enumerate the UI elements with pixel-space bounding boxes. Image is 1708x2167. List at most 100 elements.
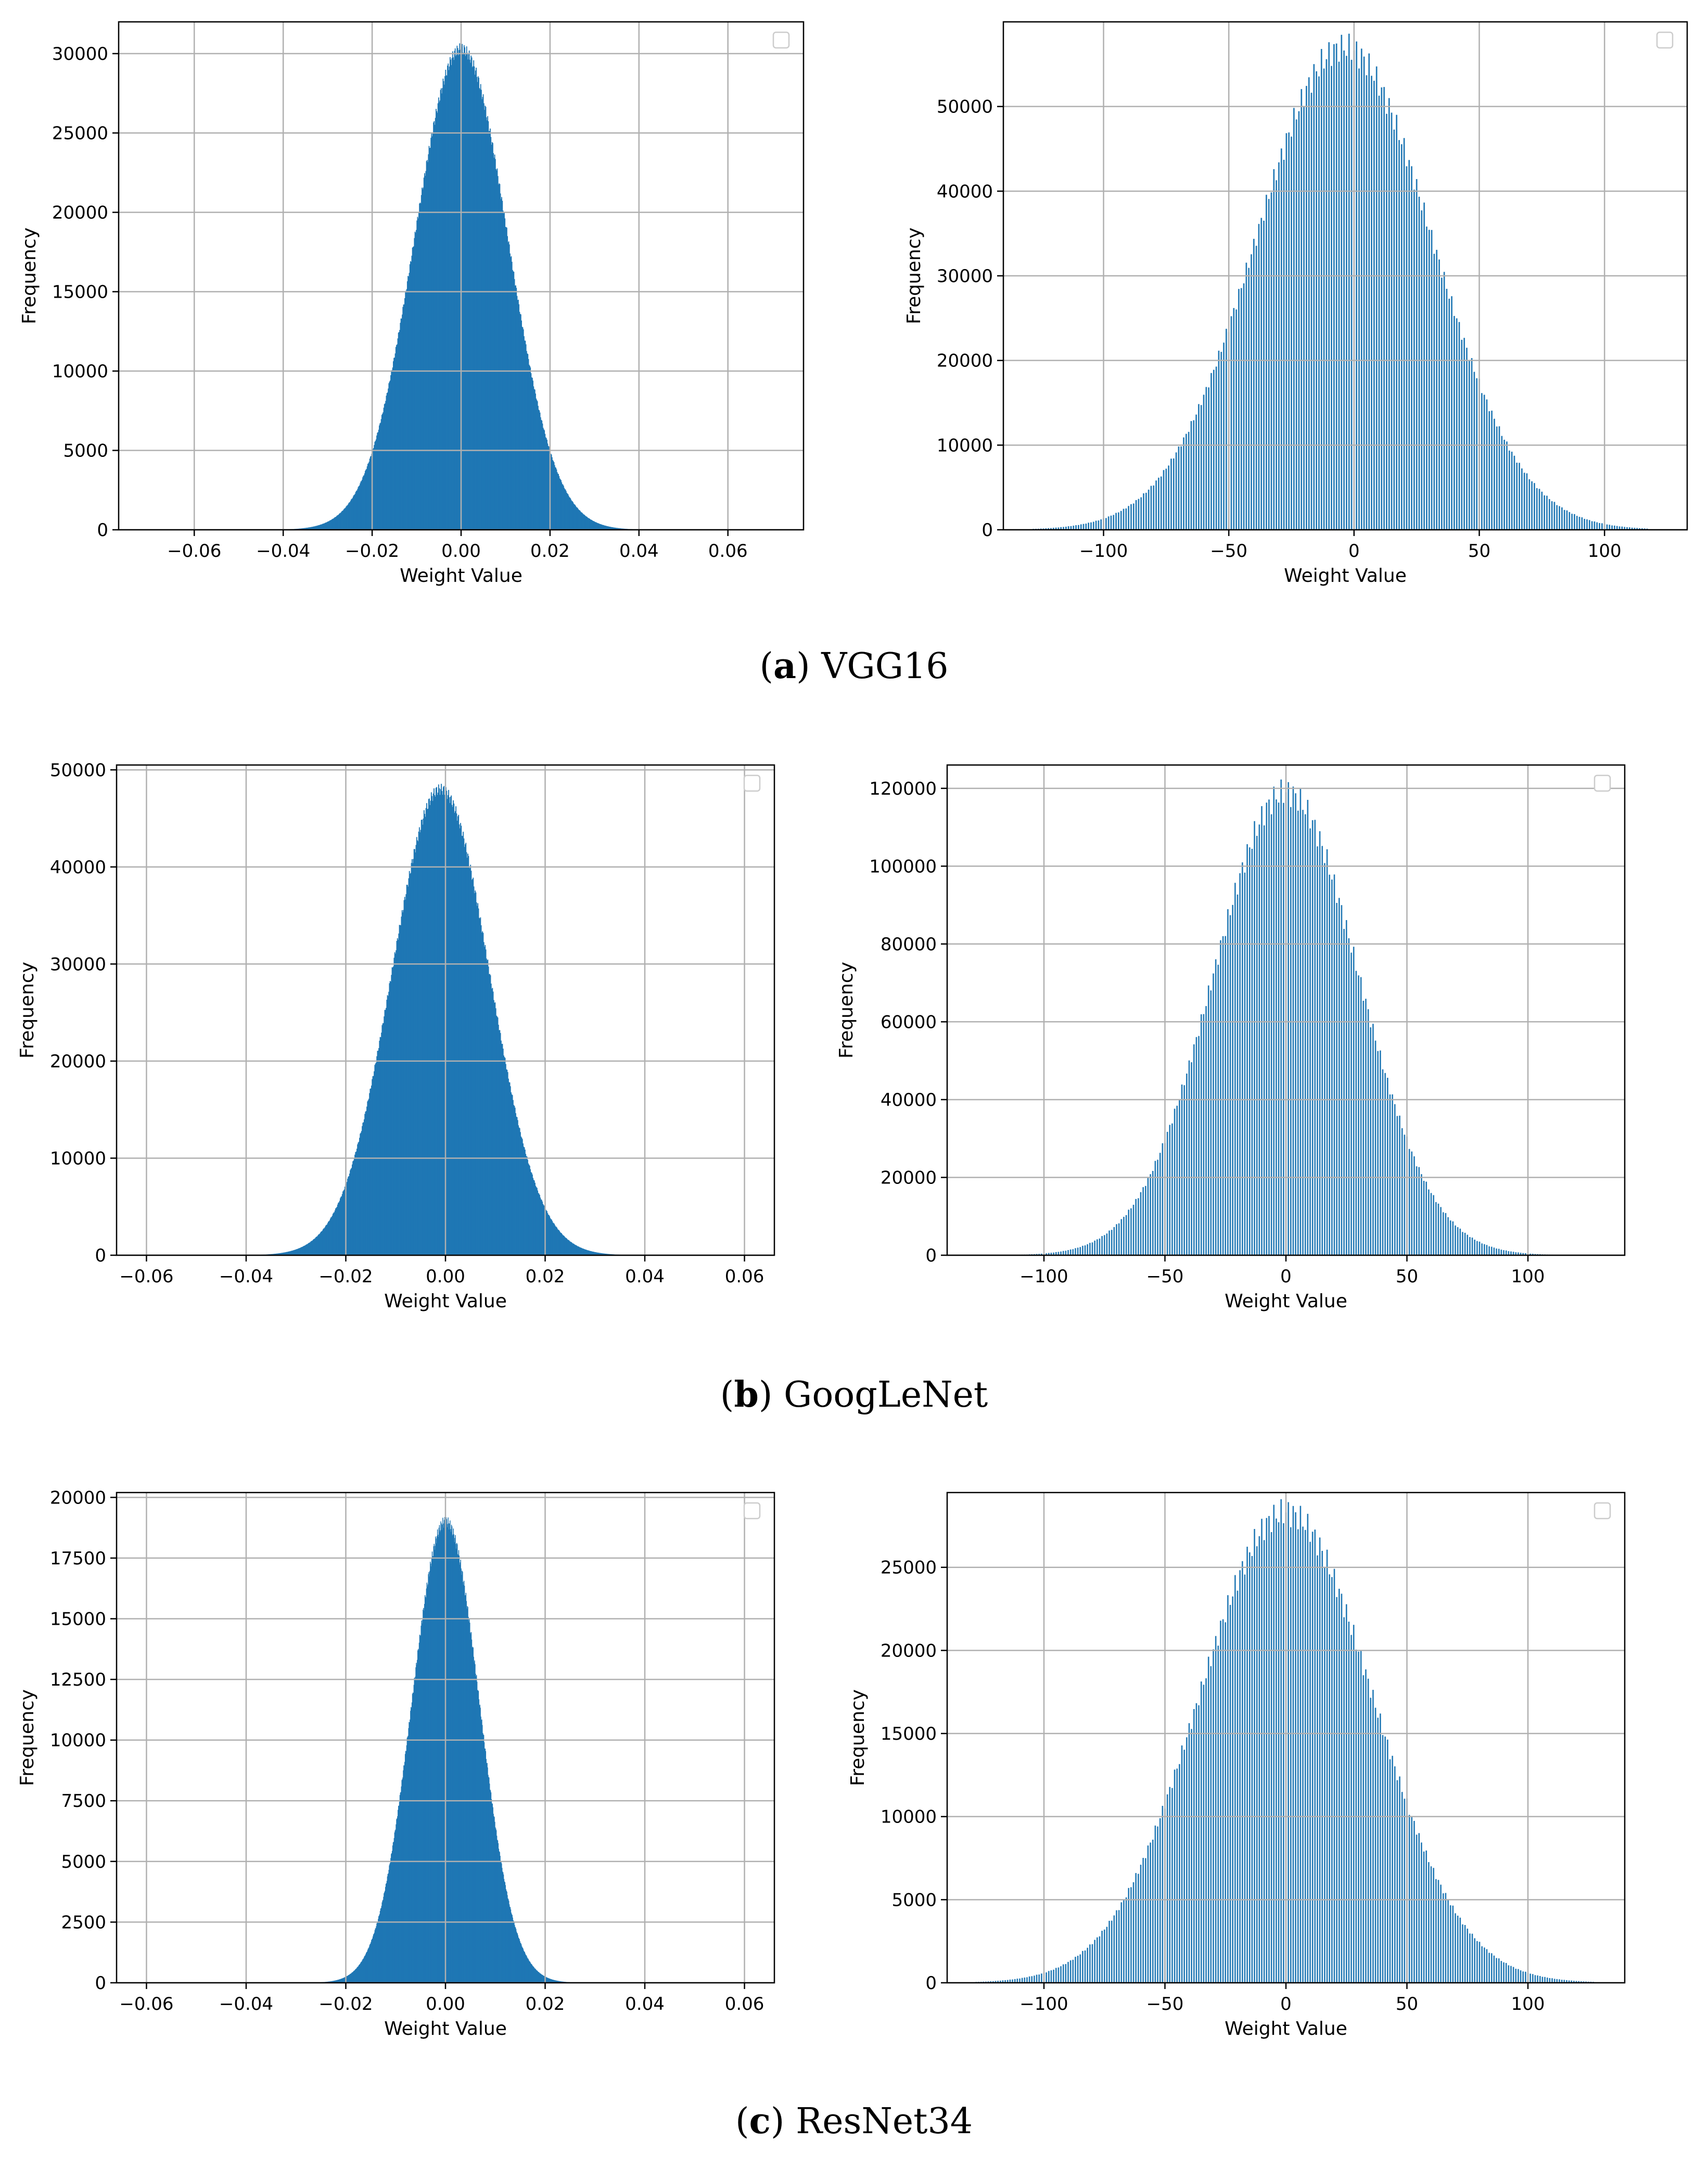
y-axis-label: Frequency	[847, 1689, 869, 1786]
histogram-bar	[390, 1858, 391, 1983]
histogram-bar	[423, 810, 425, 1255]
histogram-bar	[311, 527, 313, 530]
histogram-bar	[542, 427, 544, 530]
histogram-bar	[1195, 1037, 1197, 1255]
histogram-bar	[541, 1974, 543, 1983]
histogram-bar	[347, 505, 348, 530]
histogram-bar	[1295, 119, 1297, 530]
histogram-bar	[383, 1900, 384, 1983]
histogram-bar	[1079, 1247, 1081, 1255]
y-tick-label: 5000	[63, 441, 108, 462]
histogram-bar	[301, 528, 303, 530]
histogram-bar	[1363, 56, 1365, 530]
histogram-bar	[528, 1164, 530, 1255]
histogram-bar	[1225, 1622, 1227, 1983]
histogram-bar	[489, 1783, 490, 1983]
histogram-bar	[436, 787, 438, 1255]
histogram-bar	[558, 1981, 559, 1983]
histogram-bar	[1276, 1518, 1277, 1983]
histogram-bar	[1301, 89, 1303, 530]
histogram-bar	[303, 528, 304, 530]
histogram-bar	[1401, 1792, 1403, 1983]
histogram-bar	[1165, 468, 1167, 530]
histogram-bar	[1278, 162, 1280, 530]
histogram-bar	[302, 1246, 304, 1255]
histogram-bar	[1273, 169, 1275, 530]
histogram-bar	[483, 103, 485, 530]
histogram-bar	[449, 797, 450, 1255]
histogram-bar	[1075, 1248, 1076, 1255]
histogram-bar	[1375, 66, 1378, 530]
histogram-bar	[529, 1961, 531, 1983]
histogram-bar	[526, 351, 527, 530]
histogram-bar	[467, 853, 469, 1255]
histogram-bar	[1331, 66, 1332, 530]
histogram-bar	[470, 62, 471, 530]
histogram-bar	[1474, 1938, 1475, 1983]
histogram-bar	[332, 1214, 334, 1255]
histogram-bar	[1384, 1073, 1386, 1255]
histogram-bar	[339, 1198, 341, 1255]
histogram-bar	[332, 1215, 333, 1255]
histogram-bar	[494, 1821, 495, 1983]
histogram-bar	[522, 329, 524, 530]
histogram-bar	[1474, 1240, 1475, 1255]
histogram-bar	[1500, 1961, 1502, 1983]
histogram-bar	[1067, 1250, 1069, 1255]
histogram-bar	[559, 1232, 561, 1255]
histogram-bar	[458, 1550, 460, 1983]
histogram-bar	[354, 1154, 355, 1255]
histogram-bar	[360, 483, 361, 530]
histogram-bar	[1331, 1577, 1333, 1983]
histogram-bar	[1371, 75, 1372, 530]
histogram-bar	[486, 117, 487, 530]
histogram-bar	[522, 327, 524, 530]
histogram-bar	[1082, 1245, 1084, 1255]
histogram-bar	[508, 1901, 509, 1983]
histogram-bar	[406, 289, 407, 530]
histogram-bar	[427, 808, 429, 1255]
histogram-bar	[556, 1980, 558, 1983]
histogram-bar	[440, 1521, 441, 1983]
histogram-bar	[284, 1252, 285, 1255]
histogram-bar	[1346, 56, 1347, 530]
histogram-bar	[341, 1978, 342, 1983]
histogram-bar	[484, 110, 485, 530]
histogram-bar	[539, 410, 540, 530]
histogram-bar	[1190, 421, 1192, 530]
histogram-bars	[1033, 33, 1648, 530]
y-tick-label: 50000	[937, 97, 993, 118]
histogram-bar	[511, 1092, 512, 1255]
histogram-bar	[325, 1226, 326, 1255]
histogram-bar	[513, 271, 514, 530]
histogram-bar	[1366, 75, 1368, 530]
histogram-bar	[493, 153, 494, 530]
histogram-bar	[506, 1891, 507, 1983]
histogram-bar	[1094, 1940, 1095, 1983]
histogram-bar	[342, 1191, 343, 1255]
histogram-bar	[485, 1749, 486, 1983]
x-tick-label: −100	[1079, 541, 1128, 562]
histogram-bar	[1553, 1979, 1556, 1983]
histogram-bar	[1230, 316, 1232, 530]
histogram-bar	[420, 830, 422, 1255]
histogram-bar	[499, 1030, 501, 1255]
histogram-bar	[290, 1251, 292, 1255]
histogram-bar	[319, 1233, 321, 1255]
histogram-bar	[456, 1543, 457, 1983]
histogram-bar	[531, 1174, 533, 1255]
histogram-bar	[426, 161, 427, 530]
histogram-bar	[411, 262, 412, 530]
histogram-bar	[1580, 1981, 1582, 1983]
histogram-bar	[381, 415, 383, 530]
histogram-bar	[495, 169, 496, 530]
histogram-bar	[307, 1244, 309, 1255]
histogram-bar	[551, 1979, 552, 1983]
histogram-bar	[420, 1625, 422, 1983]
histogram-bar	[1433, 1195, 1434, 1255]
histogram-bar	[511, 256, 512, 530]
histogram-bar	[305, 1245, 307, 1255]
histogram-bar	[405, 899, 406, 1255]
histogram-bar	[336, 1206, 338, 1255]
histogram-bar	[1440, 1207, 1442, 1255]
